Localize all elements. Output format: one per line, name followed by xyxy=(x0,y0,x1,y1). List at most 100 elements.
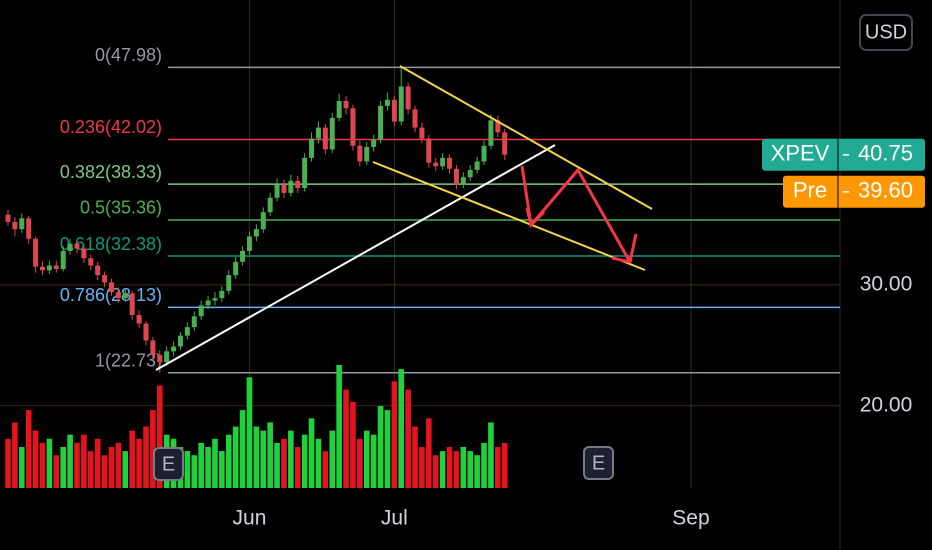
volume-bar xyxy=(225,434,232,488)
candle-body xyxy=(453,168,459,185)
candle-body xyxy=(267,197,273,213)
candle-body xyxy=(309,138,315,158)
volume-bar xyxy=(398,369,405,488)
x-tick-label: Jun xyxy=(233,507,267,530)
candle-body xyxy=(440,157,446,167)
earnings-label: E xyxy=(592,452,605,474)
fib-level-label: 0.786(28.13) xyxy=(60,285,162,305)
volume-bar xyxy=(267,422,273,488)
volume-bar xyxy=(184,451,191,488)
candle-body xyxy=(357,145,363,162)
volume-bar xyxy=(46,438,53,488)
x-tick-label: Sep xyxy=(672,507,709,530)
candle-body xyxy=(191,316,197,328)
candle-body xyxy=(447,157,453,169)
volume-bar xyxy=(143,426,149,488)
volume-bar xyxy=(136,438,142,488)
pre-market-name: Pre xyxy=(793,178,827,203)
volume-bar xyxy=(412,426,418,488)
volume-bar xyxy=(156,385,163,488)
volume-bar xyxy=(336,365,342,488)
candle-body xyxy=(260,212,266,230)
candle-body xyxy=(398,86,404,122)
candle-body xyxy=(495,120,501,133)
volume-bar xyxy=(488,422,494,488)
candle-body xyxy=(502,132,508,155)
symbol-label: XPEV xyxy=(771,141,830,166)
volume-bar xyxy=(212,438,218,488)
earnings-marker[interactable]: E xyxy=(583,446,614,480)
channel-lower xyxy=(372,161,646,271)
volume-bar xyxy=(391,381,398,488)
candle-body xyxy=(405,86,411,110)
volume-bar xyxy=(288,430,294,488)
pre-market-badge xyxy=(783,175,925,208)
currency-button[interactable]: USD xyxy=(859,14,913,51)
candle-body xyxy=(177,335,183,347)
candle-body xyxy=(226,275,232,291)
price-badges: XPEV 40.75 Pre 39.60 xyxy=(762,138,925,208)
earnings-badge[interactable] xyxy=(153,447,184,481)
candle-body xyxy=(74,243,80,249)
arrow-head xyxy=(525,207,546,228)
volume-bar xyxy=(260,430,267,488)
volume-bar xyxy=(329,430,336,488)
candle-body xyxy=(329,117,335,150)
volume-bar xyxy=(405,389,411,488)
candle-body xyxy=(246,236,252,251)
candle-body xyxy=(433,162,439,167)
volume-pane xyxy=(5,365,508,488)
volume-bar xyxy=(12,422,18,488)
volume-bar xyxy=(460,447,467,488)
volume-bar xyxy=(322,451,329,488)
candle-body xyxy=(350,108,356,146)
candle-body xyxy=(219,290,225,299)
candle-body xyxy=(322,127,328,150)
candle-body xyxy=(95,265,101,276)
candle-body xyxy=(288,180,294,193)
fib-level-label: 0(47.98) xyxy=(95,45,162,65)
volume-bar xyxy=(419,447,425,488)
earnings-marker[interactable]: E xyxy=(153,447,184,481)
volume-bar xyxy=(439,451,446,488)
volume-bar xyxy=(377,406,384,488)
candle-body xyxy=(212,298,218,301)
candle-body xyxy=(143,323,149,341)
candle-body xyxy=(467,169,473,178)
volume-bar xyxy=(94,438,101,488)
candle-body xyxy=(419,127,425,139)
volume-bar xyxy=(232,426,239,488)
volume-bar xyxy=(301,434,308,488)
volume-bar xyxy=(253,426,260,488)
candle-body xyxy=(108,282,114,293)
candle-body xyxy=(295,180,301,189)
candle-body xyxy=(5,214,11,222)
y-tick-label: 20.00 xyxy=(860,393,913,416)
currency-box[interactable] xyxy=(859,14,913,51)
volume-bar xyxy=(19,447,25,488)
candle-body xyxy=(81,248,87,259)
volume-bar xyxy=(101,455,108,488)
volume-bar xyxy=(363,430,370,488)
volume-bar xyxy=(446,447,453,488)
earnings-badge[interactable] xyxy=(583,446,614,480)
volume-bar xyxy=(219,451,225,488)
volume-bar xyxy=(294,447,301,488)
volume-bar xyxy=(67,434,73,488)
volume-bar xyxy=(150,410,156,488)
candle-body xyxy=(198,305,204,317)
volume-bar xyxy=(274,442,280,488)
candle-body xyxy=(39,266,45,271)
candle-body xyxy=(391,99,397,122)
candle-body xyxy=(12,221,18,230)
candle-body xyxy=(253,229,259,237)
volume-bar xyxy=(350,401,356,488)
candle-body xyxy=(336,100,342,118)
volume-bar xyxy=(74,442,80,488)
volume-bar xyxy=(39,442,46,488)
candle-body xyxy=(53,265,59,270)
volume-bar xyxy=(108,447,115,488)
volume-bar xyxy=(343,389,349,488)
